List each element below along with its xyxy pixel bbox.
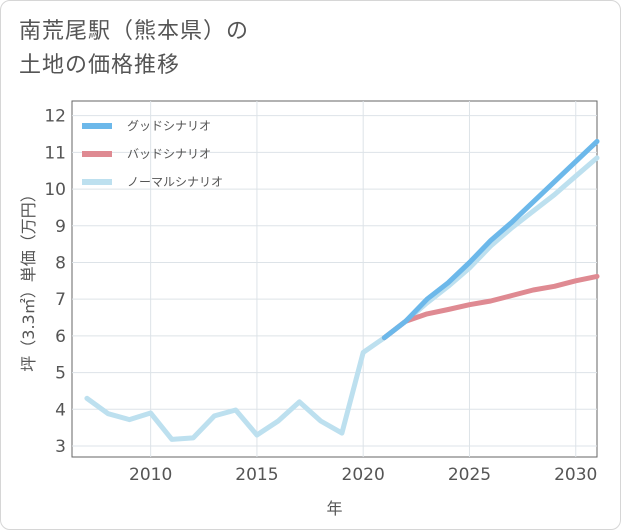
y-tick-label: 3	[55, 437, 66, 457]
y-axis-label: 坪（3.3㎡）単価（万円）	[19, 186, 38, 371]
x-tick-label: 2030	[554, 465, 597, 485]
chart-title-line-1: 南荒尾駅（熊本県）の	[19, 19, 250, 44]
legend-label-0: グッドシナリオ	[127, 119, 211, 133]
tick-labels: 3 4 5 6 7 8 9 10 11 12 2010 2015 2020 2025 2030	[44, 107, 597, 485]
series-line-1	[381, 273, 600, 341]
series-line-0	[381, 138, 600, 341]
y-tick-label: 5	[55, 364, 66, 384]
x-tick-label: 2020	[342, 465, 385, 485]
y-tick-label: 9	[55, 217, 66, 237]
series-line-2	[84, 155, 600, 442]
chart-title-line-2: 土地の価格推移	[19, 53, 181, 78]
x-tick-label: 2025	[448, 465, 491, 485]
y-tick-label: 10	[44, 180, 66, 200]
x-tick-label: 2010	[129, 465, 172, 485]
chart-title: 南荒尾駅（熊本県）の 土地の価格推移	[19, 15, 249, 83]
legend-label-2: ノーマルシナリオ	[127, 175, 223, 189]
legend-label-1: バッドシナリオ	[127, 147, 211, 161]
series-lines	[84, 138, 600, 442]
x-axis-label: 年	[326, 499, 342, 518]
y-tick-label: 12	[44, 107, 66, 127]
y-tick-label: 8	[55, 253, 66, 273]
y-tick-label: 4	[55, 400, 66, 420]
y-tick-label: 6	[55, 327, 66, 347]
y-tick-label: 7	[55, 290, 66, 310]
y-tick-label: 11	[44, 143, 66, 163]
plot-area	[71, 100, 598, 458]
x-tick-label: 2015	[235, 465, 278, 485]
